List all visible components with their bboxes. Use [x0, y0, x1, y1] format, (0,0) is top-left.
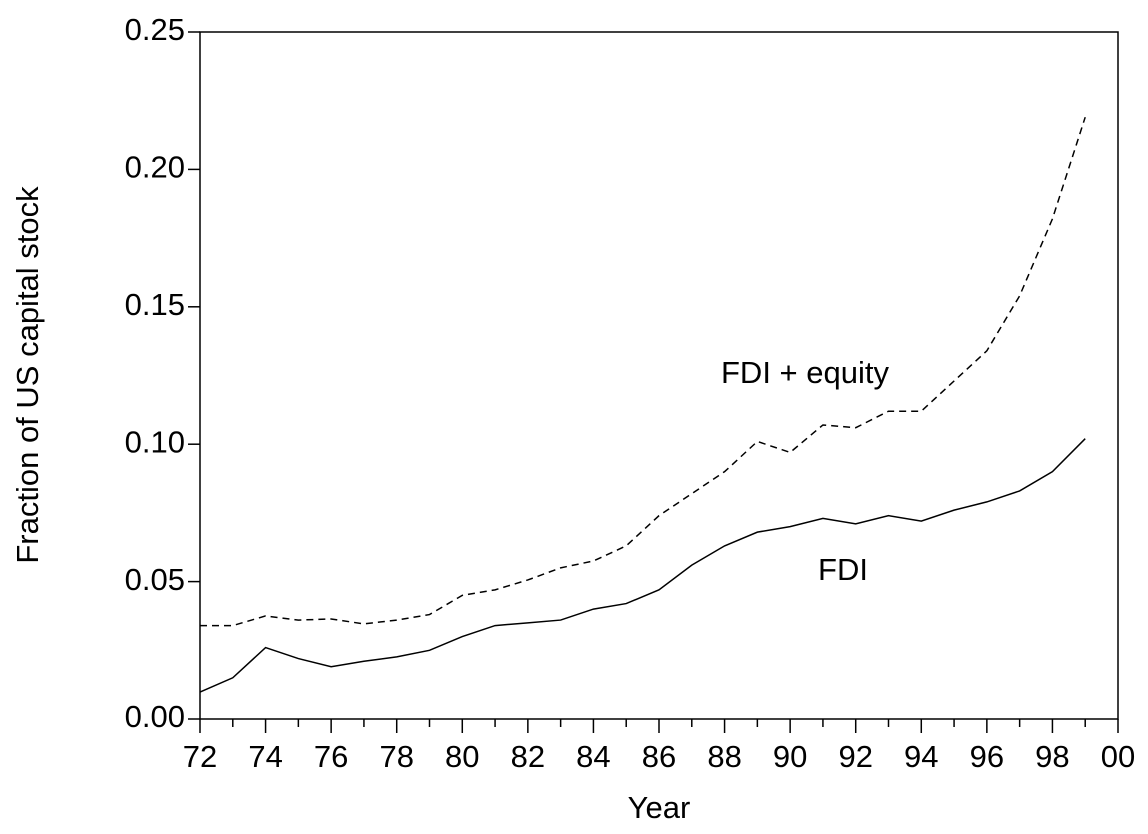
- plot-frame: [199, 31, 1119, 720]
- series-annotation: FDI: [818, 552, 868, 587]
- x-tick-label: 72: [183, 739, 217, 774]
- y-tick-label: 0.15: [125, 287, 185, 322]
- series-annotation: FDI + equity: [721, 355, 889, 390]
- y-tick-label: 0.25: [125, 12, 185, 47]
- x-tick-label: 80: [445, 739, 479, 774]
- x-tick-label: 92: [838, 739, 872, 774]
- x-tick-label: 86: [642, 739, 676, 774]
- x-tick-label: 00: [1101, 739, 1135, 774]
- y-tick-label: 0.20: [125, 150, 185, 185]
- x-tick-label: 82: [511, 739, 545, 774]
- x-tick-label: 88: [707, 739, 741, 774]
- x-tick-label: 74: [248, 739, 282, 774]
- x-tick-label: 98: [1035, 739, 1069, 774]
- x-axis-label: Year: [628, 790, 691, 825]
- y-tick-label: 0.00: [125, 699, 185, 734]
- x-tick-label: 96: [970, 739, 1004, 774]
- series-line: [200, 116, 1086, 627]
- x-tick-label: 76: [314, 739, 348, 774]
- series-line: [199, 438, 1086, 693]
- x-tick-label: 94: [904, 739, 938, 774]
- y-axis-label: Fraction of US capital stock: [10, 186, 45, 564]
- y-tick-label: 0.10: [125, 424, 185, 459]
- y-tick-label: 0.05: [125, 562, 185, 597]
- x-tick-label: 84: [576, 739, 610, 774]
- x-tick-label: 90: [773, 739, 807, 774]
- x-tick-label: 78: [379, 739, 413, 774]
